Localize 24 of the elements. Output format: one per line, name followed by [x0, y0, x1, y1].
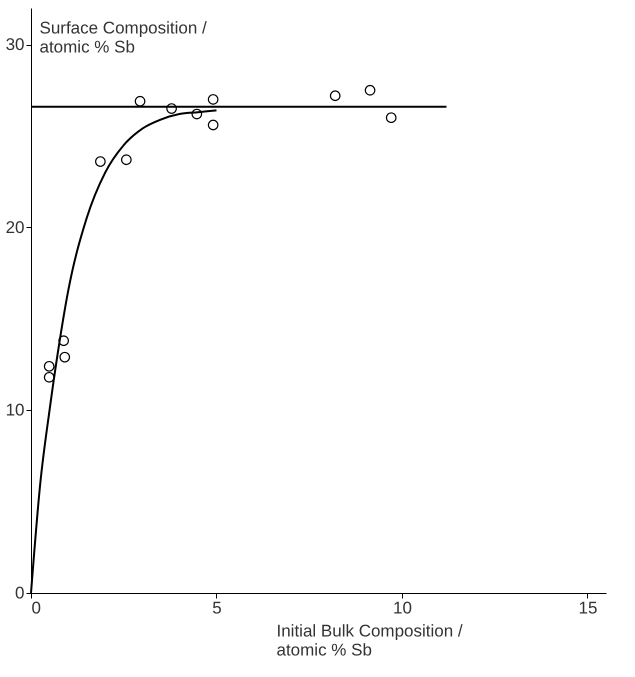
point [364, 84, 376, 96]
y-axis-title: Surface Composition / atomic % Sb [40, 18, 208, 56]
x-tick-label: 10 [393, 598, 412, 618]
point [386, 112, 397, 124]
point [44, 360, 55, 372]
point [120, 154, 132, 166]
x-tick-label: 15 [578, 598, 598, 618]
y-tick-label: 30 [6, 35, 24, 54]
point [208, 94, 218, 105]
point [59, 352, 70, 363]
point [208, 120, 218, 130]
point [44, 372, 55, 383]
y-tick-label: 20 [6, 218, 24, 237]
point [58, 335, 69, 346]
y-tick-label: 10 [6, 400, 24, 420]
x-tick-label: 5 [212, 598, 222, 618]
point [95, 156, 106, 167]
x-axis-title: Initial Bulk Composition / atomic % Sb [276, 622, 463, 660]
x-tick-label: 0 [32, 598, 41, 618]
point [134, 96, 146, 107]
y-tick-label: 0 [15, 584, 24, 602]
point [191, 108, 202, 120]
point [330, 90, 341, 102]
point [166, 103, 177, 114]
